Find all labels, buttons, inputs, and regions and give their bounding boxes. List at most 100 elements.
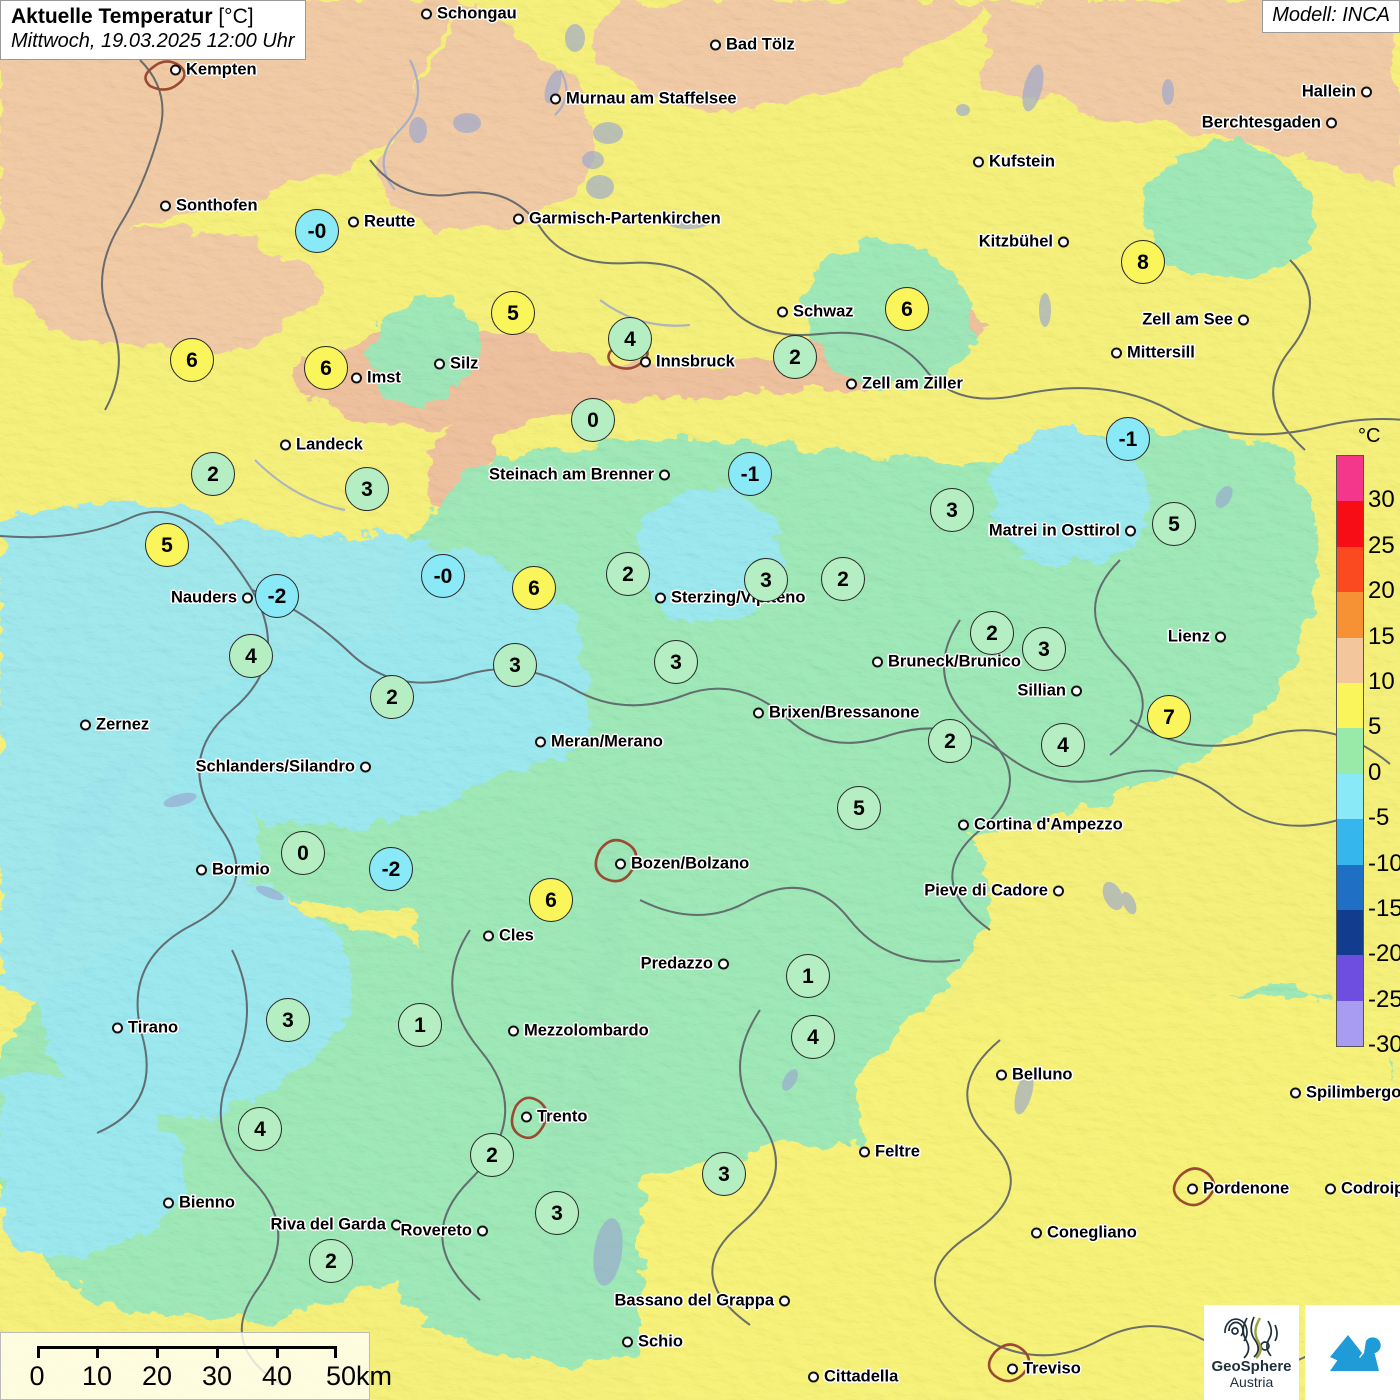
geosphere-logo: GeoSphere Austria (1204, 1305, 1299, 1400)
temperature-bubble[interactable]: 3 (744, 558, 788, 602)
temperature-bubble[interactable]: 2 (470, 1133, 514, 1177)
temperature-value: 2 (837, 567, 849, 591)
temperature-bubble[interactable]: 5 (1152, 502, 1196, 546)
temperature-value: -2 (267, 584, 287, 608)
city-dot-icon (280, 439, 291, 451)
temperature-bubble[interactable]: 4 (238, 1107, 282, 1151)
scale-tick (95, 1346, 99, 1358)
legend-swatch (1337, 955, 1363, 1001)
city-label: Schio (638, 1332, 683, 1351)
temperature-bubble[interactable]: 2 (970, 611, 1014, 655)
temperature-value: 2 (789, 345, 801, 369)
temperature-bubble[interactable]: 6 (170, 338, 214, 382)
scale-label: 20 (141, 1361, 173, 1391)
city-dot-icon (1215, 631, 1226, 643)
legend-tick-label: 20 (1368, 577, 1395, 605)
city-label: Mittersill (1127, 343, 1195, 362)
temperature-value: 2 (386, 685, 398, 709)
city-marker: Hallein (1302, 83, 1372, 102)
city-label: Imst (367, 368, 401, 387)
temperature-bubble[interactable]: 6 (885, 287, 929, 331)
city-marker: Bienno (163, 1194, 235, 1213)
city-marker: Mezzolombardo (508, 1022, 649, 1041)
city-marker: Cittadella (808, 1368, 898, 1387)
city-label: Garmisch-Partenkirchen (529, 209, 721, 228)
city-marker: Zell am See (1142, 311, 1249, 330)
temperature-bubble[interactable]: 2 (928, 719, 972, 763)
temperature-bubble[interactable]: 3 (493, 643, 537, 687)
city-label: Sillian (1017, 681, 1066, 700)
temperature-bubble[interactable]: 2 (191, 452, 235, 496)
geosphere-line1: GeoSphere (1211, 1357, 1292, 1375)
temperature-value: 6 (320, 356, 332, 380)
temperature-value: -1 (740, 462, 760, 486)
temperature-bubble[interactable]: -0 (421, 554, 465, 598)
temperature-bubble[interactable]: 2 (606, 552, 650, 596)
scale-tick (155, 1346, 159, 1358)
temperature-bubble[interactable]: 5 (491, 291, 535, 335)
temperature-bubble[interactable]: 2 (773, 335, 817, 379)
city-label: Kempten (186, 60, 257, 79)
temperature-bubble[interactable]: 3 (1022, 627, 1066, 671)
temperature-bubble[interactable]: 2 (370, 675, 414, 719)
city-marker: Bruneck/Brunico (872, 653, 1021, 672)
temperature-bubble[interactable]: 5 (145, 523, 189, 567)
temperature-bubble[interactable]: 1 (786, 954, 830, 998)
legend-tick-label: -30 (1368, 1031, 1400, 1059)
temperature-bubble[interactable]: 3 (266, 998, 310, 1042)
city-dot-icon (958, 819, 969, 831)
legend-unit-label: °C (1358, 425, 1381, 447)
temperature-bubble[interactable]: 0 (571, 398, 615, 442)
city-dot-icon (391, 1219, 402, 1231)
city-marker: Conegliano (1031, 1224, 1137, 1243)
temperature-bubble[interactable]: 0 (281, 831, 325, 875)
temperature-bubble[interactable]: 6 (304, 346, 348, 390)
temperature-value: 0 (297, 841, 309, 865)
temperature-value: 5 (853, 796, 865, 820)
temperature-bubble[interactable]: 3 (535, 1191, 579, 1235)
city-label: Feltre (875, 1142, 920, 1161)
temperature-bubble[interactable]: 8 (1121, 240, 1165, 284)
temperature-bubble[interactable]: 3 (702, 1152, 746, 1196)
temperature-value: -2 (381, 857, 401, 881)
city-label: Cles (499, 926, 534, 945)
temperature-bubble[interactable]: 4 (791, 1015, 835, 1059)
city-marker: Belluno (996, 1066, 1073, 1085)
city-marker: Bormio (196, 861, 270, 880)
temperature-bubble[interactable]: 1 (398, 1003, 442, 1047)
temperature-bubble[interactable]: -2 (255, 574, 299, 618)
temperature-bubble[interactable]: 2 (309, 1239, 353, 1283)
temperature-bubble[interactable]: 7 (1147, 695, 1191, 739)
temperature-bubble[interactable]: 6 (512, 566, 556, 610)
city-dot-icon (1187, 1183, 1198, 1195)
temperature-bubble[interactable]: 6 (529, 878, 573, 922)
city-dot-icon (434, 358, 445, 370)
temperature-bubble[interactable]: 4 (229, 634, 273, 678)
city-marker: Meran/Merano (535, 733, 663, 752)
temperature-bubble[interactable]: -1 (728, 452, 772, 496)
temperature-bubble[interactable]: 5 (837, 786, 881, 830)
temperature-value: 8 (1137, 250, 1149, 274)
temperature-bubble[interactable]: -1 (1106, 417, 1150, 461)
legend-swatch (1337, 546, 1363, 593)
city-label: Bad Tölz (726, 35, 795, 54)
temperature-bubble[interactable]: -0 (295, 209, 339, 253)
city-dot-icon (351, 372, 362, 384)
city-marker: Sillian (1017, 682, 1082, 701)
temperature-bubble[interactable]: 2 (821, 557, 865, 601)
temperature-value: 3 (670, 650, 682, 674)
city-dot-icon (535, 736, 546, 748)
city-marker: Mittersill (1111, 344, 1195, 363)
city-dot-icon (1071, 685, 1082, 697)
city-dot-icon (659, 469, 670, 481)
city-label: Brixen/Bressanone (769, 703, 920, 722)
legend-tick-label: 10 (1368, 668, 1395, 695)
temperature-bubble[interactable]: 4 (608, 317, 652, 361)
city-dot-icon (196, 864, 207, 876)
temperature-bubble[interactable]: 3 (654, 640, 698, 684)
temperature-bubble[interactable]: -2 (369, 847, 413, 891)
temperature-bubble[interactable]: 3 (345, 467, 389, 511)
temperature-bubble[interactable]: 4 (1041, 723, 1085, 767)
temperature-bubble[interactable]: 3 (930, 488, 974, 532)
